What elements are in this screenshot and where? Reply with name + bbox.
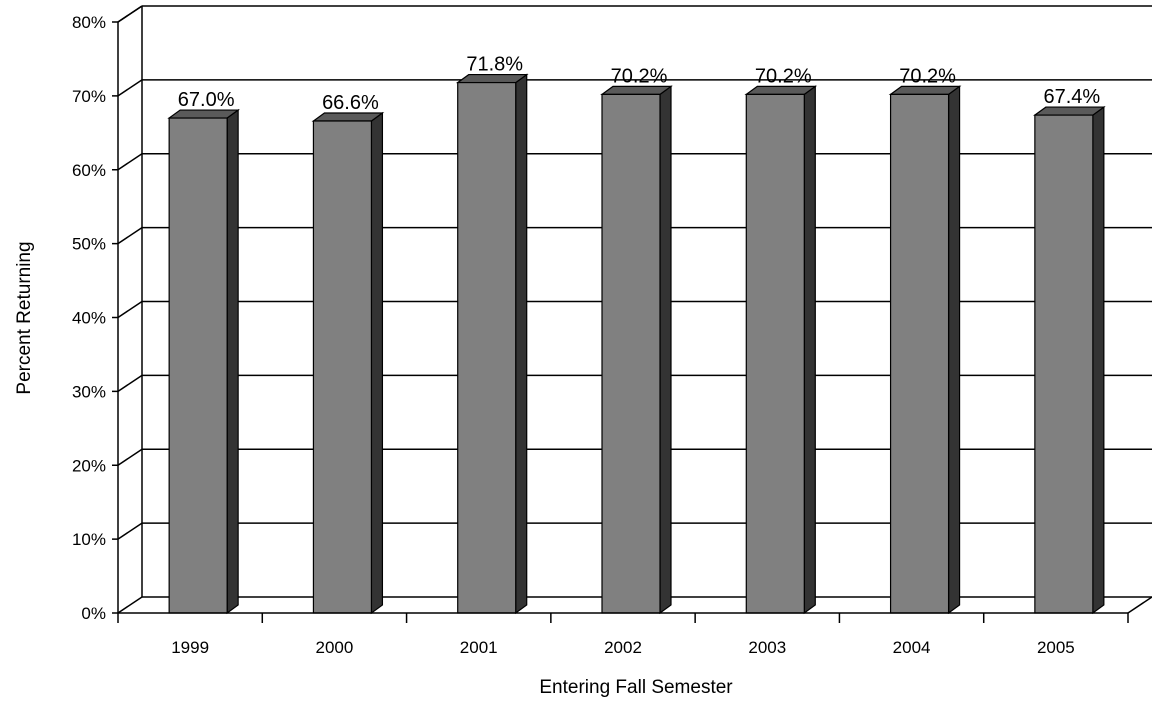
y-tick-label: 40%	[72, 309, 106, 328]
y-axis: 0% 10% 20% 30% 40% 50% 60% 70% 80%	[72, 13, 118, 623]
bar-top	[1033, 106, 1106, 116]
x-tick-label: 2002	[604, 638, 642, 657]
floor-right-edge	[1127, 596, 1152, 614]
gridline-side	[117, 79, 143, 97]
bar-top	[455, 73, 529, 84]
bars: 67.0% 66.6% 71.8% 70.2% 70.2% 70.2% 67.4%	[167, 54, 1106, 615]
x-tick-label: 1999	[171, 638, 209, 657]
bar	[457, 81, 517, 614]
gridline-side	[117, 300, 143, 319]
bar-side	[803, 85, 816, 615]
gridline-side	[117, 522, 143, 540]
y-tick-label: 70%	[72, 87, 106, 106]
x-tick-label: 2000	[316, 638, 354, 657]
gridline-side	[117, 448, 143, 466]
bar-group	[455, 73, 529, 615]
x-tick-label: 2001	[460, 638, 498, 657]
data-label: 71.8%	[466, 54, 523, 76]
bar-side	[370, 111, 384, 615]
bar	[745, 93, 805, 614]
bar-side	[659, 85, 672, 615]
bar-top	[167, 109, 240, 119]
y-tick-label: 60%	[72, 161, 106, 180]
bar-side	[1092, 105, 1105, 615]
bar-top	[744, 85, 818, 95]
bar-group	[888, 85, 962, 615]
bar	[1034, 114, 1094, 614]
gridline-side	[117, 153, 143, 171]
bar	[168, 117, 228, 614]
x-tick-label: 2004	[893, 638, 931, 657]
bar-top	[600, 85, 673, 95]
bar-group	[1033, 105, 1106, 615]
bar-group	[311, 111, 385, 615]
bar-group	[744, 85, 818, 615]
bar	[312, 120, 373, 614]
bar-side	[947, 85, 961, 615]
bar-top	[888, 85, 962, 95]
y-tick-label: 20%	[72, 456, 106, 475]
x-axis-title: Entering Fall Semester	[539, 677, 733, 698]
gridline-side	[117, 596, 143, 614]
data-label: 67.0%	[178, 89, 235, 111]
gridline-side	[117, 5, 143, 23]
x-axis: 1999 2000 2001 2002 2003 2004 2005	[117, 596, 1152, 657]
y-axis-title: Percent Returning	[14, 241, 35, 394]
y-tick-label: 30%	[72, 382, 106, 401]
bar-side	[515, 73, 528, 615]
bar	[601, 93, 661, 614]
y-tick-label: 0%	[81, 604, 106, 623]
bar-side	[226, 108, 239, 615]
gridline-side	[117, 374, 143, 392]
y-tick-label: 10%	[72, 530, 106, 549]
x-tick-label: 2003	[748, 638, 786, 657]
bar-group	[167, 108, 240, 615]
bar-group	[600, 85, 673, 615]
data-label: 70.2%	[755, 65, 812, 87]
bar	[889, 93, 950, 614]
data-label: 70.2%	[899, 65, 956, 87]
x-tick-label: 2005	[1037, 638, 1075, 657]
data-label: 70.2%	[611, 65, 668, 87]
gridline-side	[117, 227, 143, 245]
y-tick-label: 80%	[72, 13, 106, 32]
data-label: 66.6%	[322, 92, 379, 114]
y-tick-label: 50%	[72, 235, 106, 254]
data-label: 67.4%	[1043, 86, 1100, 108]
bar-top	[311, 112, 385, 122]
